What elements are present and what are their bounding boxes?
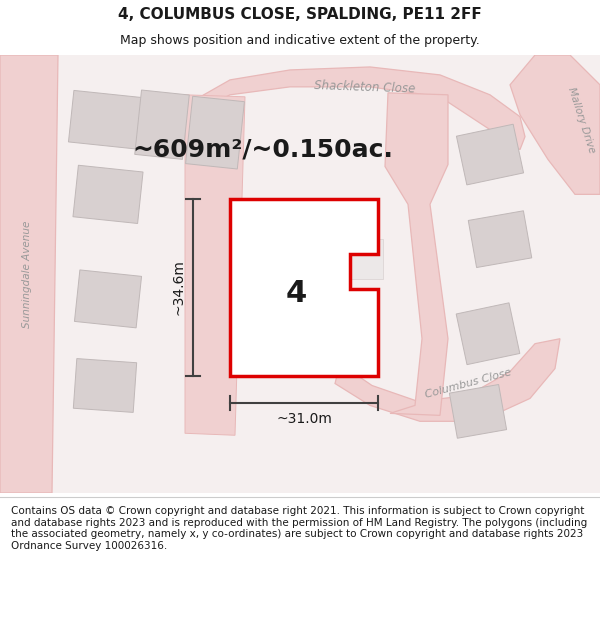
Polygon shape	[385, 93, 448, 416]
Text: ~609m²/~0.150ac.: ~609m²/~0.150ac.	[132, 138, 393, 162]
Text: Contains OS data © Crown copyright and database right 2021. This information is : Contains OS data © Crown copyright and d…	[11, 506, 587, 551]
Bar	[74, 270, 142, 328]
Text: Shackleton Close: Shackleton Close	[314, 79, 416, 95]
Bar	[68, 91, 142, 149]
Text: Columbus Close: Columbus Close	[424, 367, 512, 400]
Bar	[457, 124, 524, 185]
Polygon shape	[230, 199, 378, 376]
Text: Map shows position and indicative extent of the property.: Map shows position and indicative extent…	[120, 34, 480, 48]
Bar	[456, 303, 520, 364]
Polygon shape	[195, 67, 525, 149]
Text: 4: 4	[286, 279, 307, 308]
Bar	[135, 90, 189, 159]
Text: 4, COLUMBUS CLOSE, SPALDING, PE11 2FF: 4, COLUMBUS CLOSE, SPALDING, PE11 2FF	[118, 7, 482, 22]
Polygon shape	[510, 55, 600, 194]
Bar	[468, 211, 532, 268]
Polygon shape	[0, 55, 58, 493]
Text: ~34.6m: ~34.6m	[172, 259, 186, 316]
Text: Mallory Drive: Mallory Drive	[566, 86, 596, 154]
Bar	[73, 359, 137, 413]
Text: Sunningdale Avenue: Sunningdale Avenue	[22, 220, 32, 328]
Bar	[73, 165, 143, 224]
Polygon shape	[185, 95, 245, 435]
Polygon shape	[335, 339, 560, 421]
Bar	[250, 311, 330, 366]
Bar	[185, 96, 244, 169]
Bar	[328, 239, 383, 279]
Text: ~31.0m: ~31.0m	[276, 412, 332, 426]
Bar	[449, 384, 506, 438]
Bar	[250, 217, 330, 271]
